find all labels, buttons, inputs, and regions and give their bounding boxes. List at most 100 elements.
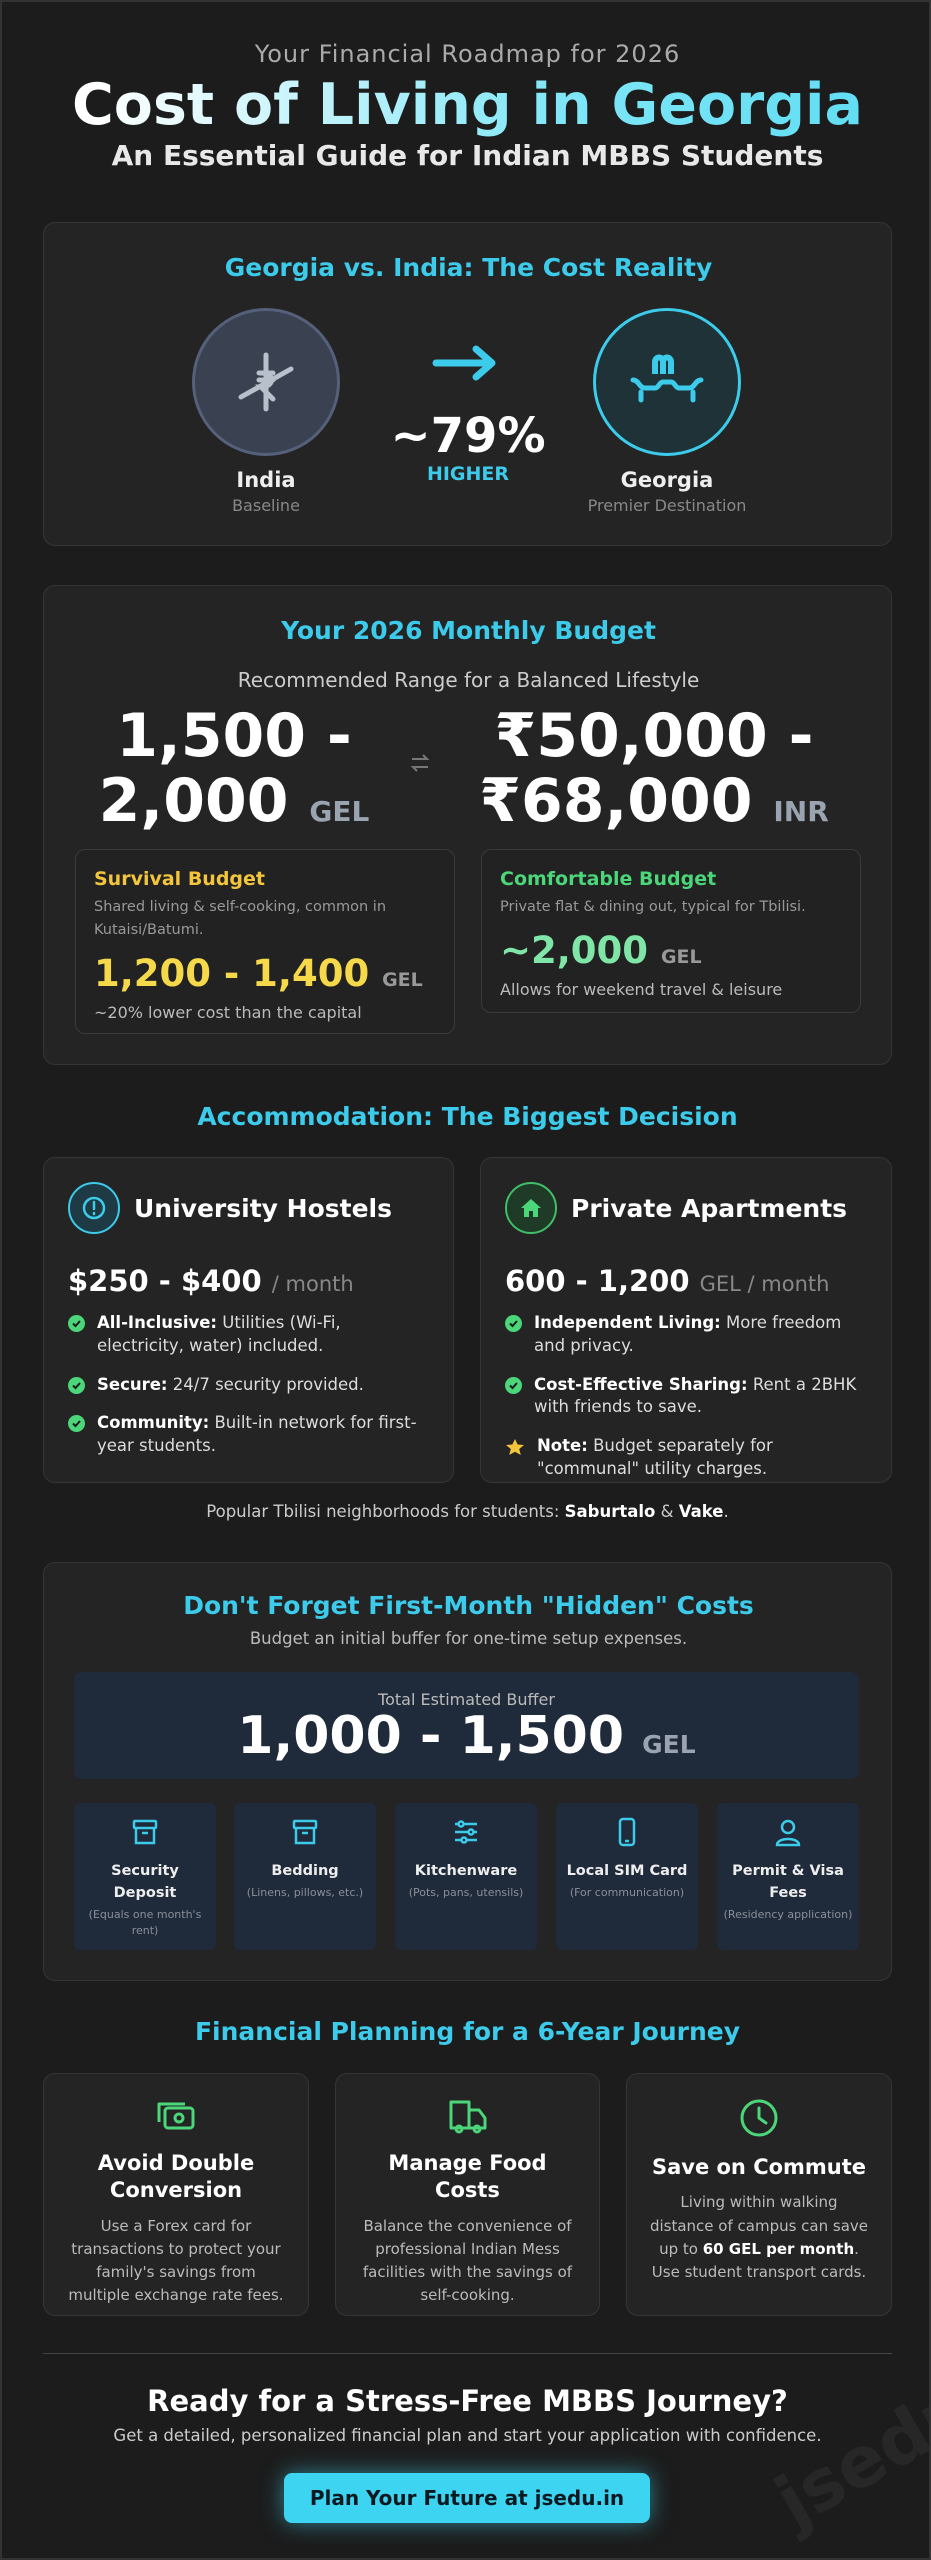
feature-text: Utilities (Wi-Fi, electricity, water) in… (97, 1313, 341, 1355)
cost-name: Permit & Visa Fees (732, 1863, 844, 1901)
budget-description: Shared living & self-cooking, common in … (94, 899, 387, 939)
card-title: Private Apartments (571, 1193, 848, 1223)
budget-title: Comfortable Budget (500, 868, 717, 890)
feature-text: Built-in network for first-year students… (97, 1413, 417, 1456)
gel-amount: 1,500 - 2,000 (98, 701, 352, 836)
feature-label: Secure: (97, 1374, 168, 1394)
arrow-icon (432, 345, 496, 381)
price-period: GEL / month (699, 1272, 830, 1296)
cost-item: Security Deposit (Equals one month's rent… (74, 1803, 216, 1950)
budget-unit: GEL (660, 946, 702, 969)
hostels-card: University Hostels $250 - $400 / month A… (43, 1157, 454, 1483)
apartment-icon (505, 1182, 557, 1234)
budget-amount: 1,200 - 1,400 (94, 952, 370, 996)
section-title: Accommodation: The Biggest Decision (197, 1102, 738, 1131)
budget-card: Your 2026 Monthly Budget Recommended Ran… (43, 585, 892, 1065)
text: Popular Tbilisi neighborhoods for studen… (206, 1502, 565, 1521)
feature-text: Rent a 2BHK with friends to save. (534, 1374, 857, 1417)
cost-note: (Linens, pillows, etc.) (246, 1885, 364, 1899)
feature-label: Note: (537, 1436, 588, 1456)
survival-budget: Survival Budget Shared living & self-coo… (75, 849, 455, 1034)
country-note: Premier Destination (587, 496, 747, 515)
inr-unit: INR (773, 794, 829, 828)
cost-name: Security Deposit (111, 1863, 179, 1901)
cta-text: Get a detailed, personalized financial p… (113, 2426, 822, 2445)
buffer-box: Total Estimated Buffer 1,000 - 1,500 GEL (74, 1672, 859, 1779)
apartments-card: Private Apartments 600 - 1,200 GEL / mon… (480, 1157, 892, 1483)
feature-label: Independent Living: (534, 1313, 721, 1332)
budget-unit: GEL (382, 969, 423, 992)
tip-title: Manage Food Costs (388, 2151, 547, 2203)
hostel-icon (68, 1182, 120, 1234)
page-subtitle: An Essential Guide for Indian MBBS Stude… (111, 139, 824, 172)
budget-note: Allows for weekend travel & leisure (500, 980, 783, 1000)
cost-item: Local SIM Card (For communication) (556, 1803, 698, 1950)
india-icon (192, 308, 340, 456)
price: 600 - 1,200 (505, 1264, 690, 1298)
tip-text: Use a Forex card for transactions to pro… (68, 2216, 284, 2305)
country-name: India (236, 468, 296, 492)
country-name: Georgia (620, 468, 714, 492)
inr-amount: ₹50,000 - ₹68,000 (479, 701, 814, 836)
neighborhoods-note: Popular Tbilisi neighborhoods for studen… (2, 1502, 929, 1521)
cost-name: Kitchenware (414, 1863, 518, 1879)
highlight: 60 GEL per month (702, 2239, 855, 2258)
text: . (723, 1502, 729, 1521)
cta-title: Ready for a Stress-Free MBBS Journey? (147, 2384, 788, 2418)
section-title: Georgia vs. India: The Cost Reality (224, 253, 713, 282)
cost-note: (Pots, pans, utensils) (408, 1885, 524, 1899)
cost-name: Bedding (271, 1863, 339, 1879)
text: Living within walking distance of campus… (649, 2193, 869, 2258)
card-title: University Hostels (134, 1193, 392, 1223)
tip-text: Living within walking distance of campus… (649, 2191, 869, 2284)
section-title: Financial Planning for a 6-Year Journey (194, 2017, 741, 2046)
divider (43, 2353, 892, 2354)
feature-label: All-Inclusive: (97, 1313, 218, 1332)
page-title: Cost of Living in Georgia (2, 72, 929, 138)
cost-item: Kitchenware (Pots, pans, utensils) (395, 1803, 537, 1950)
price-period: / month (271, 1272, 354, 1296)
section-subtitle: Budget an initial buffer for one-time se… (249, 1629, 688, 1648)
comfortable-budget: Comfortable Budget Private flat & dining… (481, 849, 861, 1013)
feature-label: Community: (97, 1413, 210, 1433)
budget-description: Private flat & dining out, typical for T… (500, 899, 806, 915)
section-title: Don't Forget First-Month "Hidden" Costs (183, 1591, 754, 1620)
cost-item: Bedding (Linens, pillows, etc.) (234, 1803, 376, 1950)
gel-unit: GEL (309, 794, 370, 828)
feature: Secure: 24/7 security provided. (68, 1374, 429, 1397)
country-note: Baseline (232, 496, 300, 515)
feature: Cost-Effective Sharing: Rent a 2BHK with… (505, 1374, 867, 1420)
tip-title: Save on Commute (651, 2155, 867, 2179)
difference: ~79% (390, 408, 546, 464)
feature: Note: Budget separately for "communal" u… (505, 1435, 867, 1481)
tip-card: Manage Food Costs Balance the convenience… (335, 2073, 600, 2316)
section-subtitle: Recommended Range for a Balanced Lifesty… (237, 668, 700, 692)
feature-text: Budget separately for "communal" utility… (537, 1436, 773, 1478)
cta-button[interactable]: Plan Your Future at jsedu.in (284, 2473, 650, 2523)
neighborhood: Vake (678, 1502, 724, 1521)
neighborhood: Saburtalo (564, 1502, 656, 1521)
feature: All-Inclusive: Utilities (Wi-Fi, electri… (68, 1312, 429, 1358)
feature-text: 24/7 security provided. (172, 1374, 364, 1394)
feature: Community: Built-in network for first-ye… (68, 1412, 429, 1458)
tip-card: Avoid Double Conversion Use a Forex card … (43, 2073, 309, 2316)
budget-title: Survival Budget (94, 868, 265, 890)
feature-label: Cost-Effective Sharing: (534, 1374, 748, 1394)
georgia-icon (593, 308, 741, 456)
section-title: Your 2026 Monthly Budget (281, 616, 656, 645)
cost-note: (Residency application) (723, 1907, 853, 1921)
budget-amount: ~2,000 (500, 929, 649, 973)
text: & (655, 1502, 679, 1521)
buffer-label: Total Estimated Buffer (378, 1690, 555, 1709)
cost-note: (Equals one month's rent) (88, 1907, 202, 1938)
cost-note: (For communication) (569, 1885, 685, 1899)
budget-note: ~20% lower cost than the capital (94, 1003, 362, 1023)
tip-title: Avoid Double Conversion (97, 2151, 255, 2203)
comparison-card: Georgia vs. India: The Cost Reality Indi… (43, 222, 892, 546)
text: . Use student transport cards. (651, 2239, 867, 2282)
feature: Independent Living: More freedom and pri… (505, 1312, 867, 1358)
cost-name: Local SIM Card (566, 1863, 688, 1879)
buffer-unit: GEL (642, 1730, 696, 1759)
difference-label: HIGHER (426, 463, 510, 485)
